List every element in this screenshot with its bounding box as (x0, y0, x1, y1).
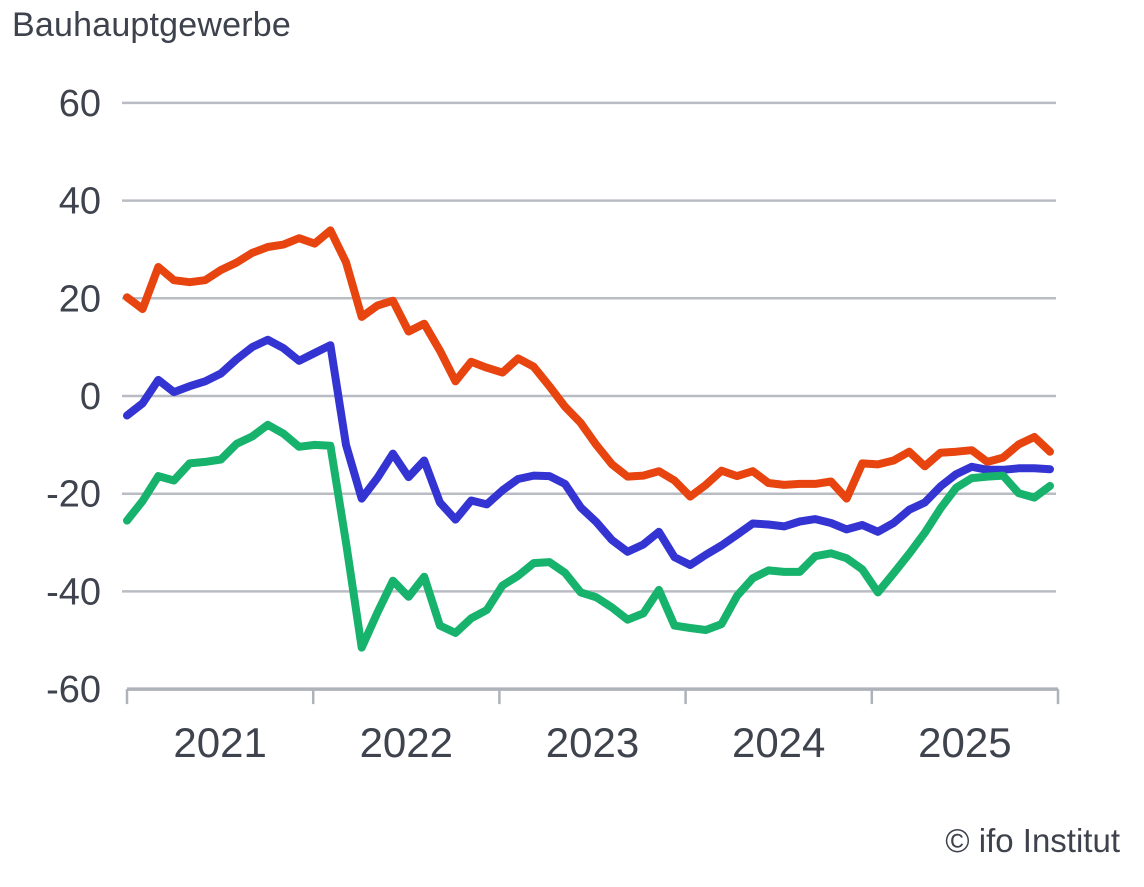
series-line-green (123, 420, 1054, 652)
series-line-blue (123, 335, 1054, 569)
x-tick-labels-group: 2021 2022 2023 2024 2025 (173, 719, 1011, 766)
y-tick-label: 40 (59, 181, 101, 223)
y-tick-label: -60 (46, 669, 101, 711)
series-group (123, 226, 1054, 652)
y-tick-label: 0 (80, 376, 101, 418)
x-tick-label: 2021 (173, 719, 266, 766)
attribution-text: © ifo Institut (945, 822, 1120, 859)
chart-title: Bauhauptgewerbe (12, 6, 292, 44)
y-tick-label: 20 (59, 278, 101, 320)
series-line-orange (123, 226, 1054, 503)
x-axis-group (125, 687, 1060, 705)
y-tick-labels-group: 60 40 20 0 -20 -40 -60 (46, 83, 101, 711)
x-tick-label: 2023 (546, 719, 639, 766)
y-tick-label: -20 (46, 474, 101, 516)
x-tick-label: 2025 (918, 719, 1011, 766)
x-tick-label: 2022 (360, 719, 453, 766)
x-tick-label: 2024 (732, 719, 825, 766)
y-tick-label: -40 (46, 571, 101, 613)
y-tick-label: 60 (59, 83, 101, 125)
